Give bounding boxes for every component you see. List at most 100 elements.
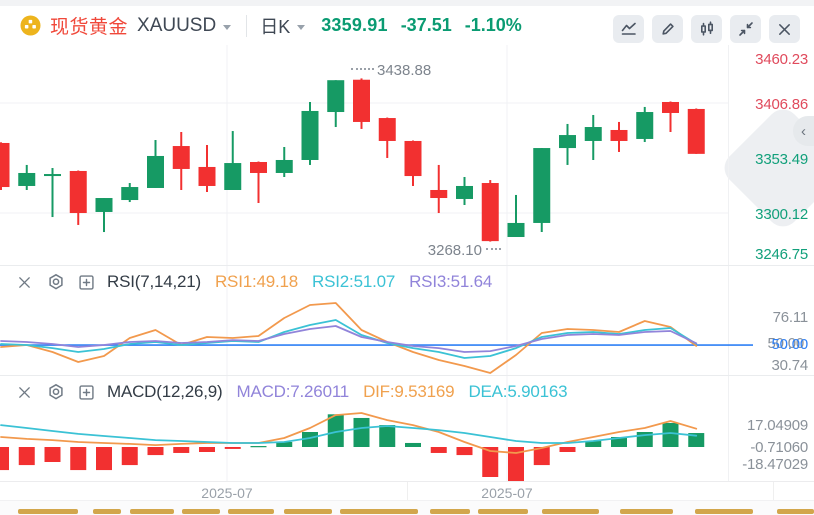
rsi-chart-canvas[interactable] <box>0 265 814 375</box>
symbol-selector[interactable]: XAUUSD <box>137 14 217 36</box>
last-price: 3359.91 <box>321 15 388 35</box>
macd-remove-button[interactable] <box>14 382 35 403</box>
low-marker-dots <box>486 248 501 250</box>
rsi-axis-mid-label: 50.00 <box>771 336 808 353</box>
macd-histogram-bar <box>533 447 550 466</box>
collapse-arrows-icon <box>738 22 753 36</box>
macd-histogram-bar <box>224 447 241 449</box>
rsi-axis-mid-shadow: 50.00 <box>767 335 804 352</box>
candle-body <box>121 187 139 201</box>
minimap-dash <box>228 509 274 514</box>
chart-toolbar <box>613 15 800 43</box>
rsi-settings-button[interactable] <box>45 272 66 293</box>
macd-histogram-bar <box>508 447 524 482</box>
close-icon <box>19 276 30 288</box>
gear-icon <box>48 383 63 400</box>
period-caret-icon[interactable] <box>297 24 306 30</box>
macd-histogram-bar <box>96 447 112 471</box>
gold-coin-icon <box>20 15 41 36</box>
candle-body <box>147 155 164 188</box>
candle-body <box>636 112 654 139</box>
price-axis-label: 3460.23 <box>755 51 808 68</box>
price-axis-label: 3300.12 <box>755 206 808 223</box>
macd-line-dea <box>0 424 698 444</box>
panel-collapse-handle[interactable]: ‹ <box>793 116 814 146</box>
candle-body <box>198 166 216 186</box>
axis-tick <box>407 482 408 501</box>
macd-histogram-bar <box>327 414 344 447</box>
candle-body <box>430 189 448 199</box>
macd-histogram-bar <box>585 441 602 447</box>
macd-histogram-bar <box>405 442 421 447</box>
macd-histogram-bar <box>0 447 9 471</box>
macd-chart-canvas[interactable] <box>0 375 814 482</box>
macd-histogram-bar <box>44 447 61 462</box>
minimap-dash <box>620 509 673 514</box>
rsi-axis-top: 76.11 <box>772 309 809 326</box>
plus-square-icon <box>79 274 94 290</box>
candle-body <box>507 222 525 238</box>
candle-body <box>95 198 113 212</box>
candle-body <box>533 148 551 223</box>
candle-body <box>224 163 242 190</box>
macd-histogram-bar <box>559 447 576 452</box>
macd-pane-border <box>0 375 814 376</box>
macd-axis-mid: -0.71060 <box>750 439 808 456</box>
line-chart-style-button[interactable] <box>613 15 644 43</box>
rsi-axis-bottom: 30.74 <box>771 357 808 374</box>
macd-histogram-bar <box>147 447 164 456</box>
minimap-dash <box>18 509 78 514</box>
macd-line-dif <box>0 412 698 454</box>
candle-body <box>662 101 679 113</box>
price-axis-label: 3246.75 <box>755 246 808 263</box>
pencil-icon <box>661 23 674 35</box>
candle-style-button[interactable] <box>691 15 722 43</box>
period-selector[interactable]: 日K <box>260 16 291 37</box>
chart-scrollbar-minimap[interactable] <box>0 500 814 515</box>
candle-body <box>0 142 10 188</box>
rsi-add-indicator-button[interactable] <box>76 272 97 293</box>
main-chart-canvas[interactable] <box>0 45 814 265</box>
candle-body <box>584 127 602 141</box>
date-label: 2025-07 <box>481 485 533 501</box>
price-change: -37.51 <box>400 15 452 35</box>
price-change-percent: -1.10% <box>464 15 522 35</box>
collapse-chart-button[interactable] <box>730 15 761 43</box>
gear-icon <box>48 273 63 290</box>
candle-body <box>481 183 499 242</box>
minimap-dash <box>695 509 753 514</box>
draw-tools-button[interactable] <box>652 15 683 43</box>
price-axis-label: 3353.49 <box>755 151 808 168</box>
symbol-caret-icon[interactable] <box>223 24 232 30</box>
price-axis-label: 3406.86 <box>755 96 808 113</box>
macd-histogram-bar <box>353 417 370 447</box>
candle-body <box>610 129 628 141</box>
candle-body <box>456 185 473 199</box>
macd-histogram-bar <box>199 447 215 452</box>
candle-body <box>172 146 190 169</box>
macd-histogram-bar <box>173 447 190 453</box>
header-divider <box>246 14 248 37</box>
macd-pane-header: MACD(12,26,9) MACD:7.26011 DIF:9.53169 D… <box>14 381 581 403</box>
rsi1-value: RSI1:49.18 <box>214 272 299 291</box>
close-icon <box>779 23 790 35</box>
macd-histogram-bar <box>121 447 138 466</box>
macd-axis-bottom: -18.47029 <box>742 456 808 473</box>
macd-histogram-bar <box>276 442 293 447</box>
close-chart-button[interactable] <box>769 15 800 43</box>
dif-value: DIF:9.53169 <box>363 382 455 401</box>
rsi2-value: RSI2:51.07 <box>312 272 396 291</box>
rsi-remove-button[interactable] <box>14 272 35 293</box>
low-price-label: 3268.10 <box>427 242 482 259</box>
rsi-title: RSI(7,14,21) <box>107 272 201 291</box>
candle-body <box>353 79 370 122</box>
macd-add-indicator-button[interactable] <box>76 382 97 403</box>
macd-histogram-bar <box>379 425 396 447</box>
minimap-dash <box>93 509 121 514</box>
macd-settings-button[interactable] <box>45 382 66 403</box>
macd-histogram-bar <box>430 447 447 453</box>
rsi-line-rsi1 <box>0 302 698 374</box>
high-marker-dots <box>351 68 374 70</box>
rsi3-value: RSI3:51.64 <box>409 272 493 291</box>
